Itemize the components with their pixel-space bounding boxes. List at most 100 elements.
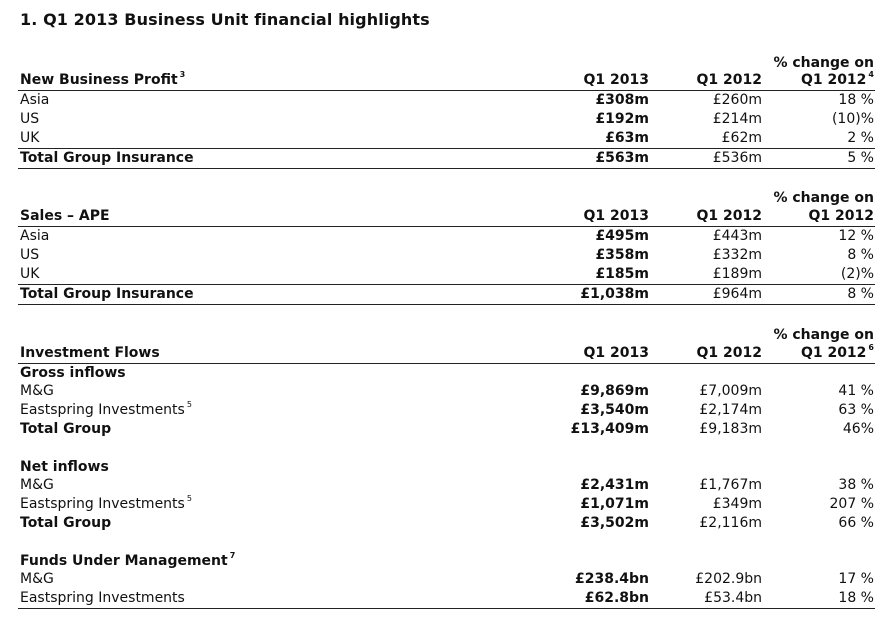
total-q13: £3,502m — [580, 515, 649, 531]
row-q13: £185m — [595, 266, 649, 282]
row-label: M&G — [20, 383, 54, 399]
row-q12: £260m — [712, 92, 762, 108]
ape-header-q12: Q1 2012 — [696, 208, 762, 224]
row-q12: £349m — [712, 496, 762, 512]
row-change: (2)% — [840, 266, 874, 282]
nbp-header-change-text: Q1 2012 — [800, 72, 867, 88]
total-q12: £9,183m — [699, 421, 762, 437]
row-label: Eastspring Investments 5 — [20, 401, 192, 420]
table-row: M&G £9,869m £7,009m 41 % — [0, 382, 891, 401]
fum-label: Funds Under Management 7 — [20, 552, 235, 571]
nbp-header-label-text: New Business Profit — [20, 72, 178, 88]
row-q13: £1,071m — [580, 496, 649, 512]
net-inflows-label: Net inflows — [20, 459, 109, 475]
flows-header-q12: Q1 2012 — [696, 345, 762, 361]
row-label: UK — [20, 266, 40, 282]
ape-change-header-text1: % change on — [773, 190, 874, 206]
row-q13: £308m — [595, 92, 649, 108]
total-label: Total Group — [20, 421, 112, 437]
nbp-header-change: Q1 2012 4 — [801, 71, 874, 90]
row-change: 8 % — [847, 247, 874, 263]
total-change: 8 % — [847, 286, 874, 302]
nbp-change-header-line1: % change on — [0, 54, 891, 73]
flows-bottom-rule — [18, 608, 875, 609]
row-q13: £495m — [595, 228, 649, 244]
gross-inflows-label: Gross inflows — [20, 365, 126, 381]
total-q13: £13,409m — [570, 421, 649, 437]
footnote-5: 5 — [186, 494, 192, 504]
ape-header-rule — [18, 226, 875, 227]
row-label: Eastspring Investments — [20, 590, 185, 606]
row-q12: £62m — [721, 130, 762, 146]
total-q12: £2,116m — [699, 515, 762, 531]
page-title: 1. Q1 2013 Business Unit financial highl… — [20, 10, 430, 29]
net-inflows-heading: Net inflows — [0, 458, 891, 477]
total-q12: £536m — [712, 150, 762, 166]
flows-header-change: Q1 2012 6 — [801, 344, 874, 363]
table-row: US £192m £214m (10)% — [0, 110, 891, 129]
row-change: 63 % — [838, 402, 874, 418]
flows-header-label: Investment Flows — [20, 345, 160, 361]
nbp-bottom-rule — [18, 168, 875, 169]
ape-total-top-rule — [18, 284, 875, 285]
ape-change-header-line1: % change on — [0, 189, 891, 208]
row-label: M&G — [20, 571, 54, 587]
row-q13: £238.4bn — [574, 571, 649, 587]
row-q12: £443m — [712, 228, 762, 244]
fum-heading: Funds Under Management 7 — [0, 552, 891, 571]
table-row: UK £63m £62m 2 % — [0, 129, 891, 148]
nbp-footnote-4: 4 — [868, 70, 874, 80]
table-row: Asia £308m £260m 18 % — [0, 91, 891, 110]
gross-total-row: Total Group £13,409m £9,183m 46% — [0, 420, 891, 439]
nbp-footnote-3: 3 — [179, 70, 186, 80]
ape-bottom-rule — [18, 304, 875, 305]
row-q12: £7,009m — [699, 383, 762, 399]
net-total-row: Total Group £3,502m £2,116m 66 % — [0, 514, 891, 533]
total-q13: £1,038m — [580, 286, 649, 302]
nbp-total-top-rule — [18, 148, 875, 149]
row-q13: £63m — [605, 130, 649, 146]
total-change: 46% — [842, 421, 874, 437]
flows-header-rule — [18, 363, 875, 364]
row-change: (10)% — [831, 111, 874, 127]
ape-header-row: Sales – APE Q1 2013 Q1 2012 Q1 2012 — [0, 207, 891, 226]
gross-inflows-heading: Gross inflows — [0, 364, 891, 383]
row-change: 38 % — [838, 477, 874, 493]
nbp-header-q12: Q1 2012 — [696, 72, 762, 88]
flows-header-row: Investment Flows Q1 2013 Q1 2012 Q1 2012… — [0, 344, 891, 363]
table-row: Eastspring Investments 5 £3,540m £2,174m … — [0, 401, 891, 420]
row-q13: £62.8bn — [584, 590, 649, 606]
nbp-total-row: Total Group Insurance £563m £536m 5 % — [0, 149, 891, 168]
total-label: Total Group Insurance — [20, 286, 194, 302]
row-change: 18 % — [838, 92, 874, 108]
row-q12: £1,767m — [699, 477, 762, 493]
footnote-5: 5 — [186, 400, 192, 410]
row-label: Asia — [20, 92, 50, 108]
flows-change-header-text1: % change on — [773, 327, 874, 343]
ape-header-label: Sales – APE — [20, 208, 110, 224]
row-q12: £53.4bn — [704, 590, 762, 606]
table-row: Eastspring Investments 5 £1,071m £349m 20… — [0, 495, 891, 514]
table-row: Eastspring Investments £62.8bn £53.4bn 1… — [0, 589, 891, 608]
row-q12: £214m — [712, 111, 762, 127]
nbp-header-row: New Business Profit 3 Q1 2013 Q1 2012 Q1 … — [0, 71, 891, 90]
ape-total-row: Total Group Insurance £1,038m £964m 8 % — [0, 285, 891, 304]
row-change: 12 % — [838, 228, 874, 244]
row-q13: £192m — [595, 111, 649, 127]
row-change: 41 % — [838, 383, 874, 399]
flows-header-q13: Q1 2013 — [583, 345, 649, 361]
row-q12: £202.9bn — [695, 571, 762, 587]
flows-header-change-text: Q1 2012 — [800, 345, 867, 361]
table-row: M&G £2,431m £1,767m 38 % — [0, 476, 891, 495]
fum-label-text: Funds Under Management — [20, 553, 228, 569]
total-change: 5 % — [847, 150, 874, 166]
table-row: UK £185m £189m (2)% — [0, 265, 891, 284]
ape-header-q13: Q1 2013 — [583, 208, 649, 224]
row-label: UK — [20, 130, 40, 146]
total-change: 66 % — [838, 515, 874, 531]
row-q13: £2,431m — [580, 477, 649, 493]
ape-header-change: Q1 2012 — [808, 208, 874, 224]
flows-change-header-line1: % change on — [0, 326, 891, 345]
footnote-7: 7 — [229, 551, 236, 561]
row-label: Asia — [20, 228, 50, 244]
